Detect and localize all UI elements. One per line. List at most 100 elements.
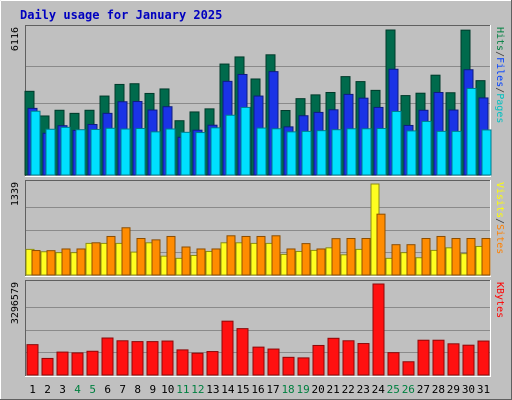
x-tick-label: 28 [432,383,445,396]
x-tick-label: 26 [402,383,415,396]
bar-kbytes-25 [387,352,400,376]
x-tick-label: 10 [161,383,174,396]
bar-pages-19 [301,130,312,176]
x-tick-label: 27 [417,383,430,396]
x-tick-label: 14 [221,383,235,396]
bar-sites-5 [91,242,101,276]
bar-pages-4 [75,129,86,176]
bar-kbytes-20 [312,344,325,376]
bar-sites-22 [346,238,356,276]
x-tick-label: 23 [357,383,370,396]
bar-kbytes-8 [131,341,144,376]
bar-pages-13 [210,127,221,176]
legend-entry: Sites [494,224,505,254]
x-tick-label: 16 [251,383,264,396]
bar-kbytes-14 [221,320,234,376]
bar-pages-17 [271,128,282,176]
bar-sites-30 [466,238,476,276]
bar-pages-28 [436,130,447,176]
x-tick-label: 2 [44,383,51,396]
bar-pages-8 [135,128,146,176]
bar-kbytes-19 [297,357,310,376]
x-tick-label: 18 [281,383,294,396]
bar-sites-29 [451,238,461,276]
legend-entry: / [494,51,505,57]
bar-pages-14 [225,114,236,176]
x-tick-label: 20 [312,383,325,396]
legend-entry: Hits [494,27,505,51]
chart-title: Daily usage for January 2025 [20,8,222,22]
bar-sites-10 [166,235,176,276]
series-pages [30,87,492,176]
x-tick-label: 1 [29,383,36,396]
x-tick-label: 5 [89,383,96,396]
bar-sites-25 [391,244,401,276]
bar-kbytes-18 [282,356,295,376]
bar-pages-21 [331,129,342,176]
x-tick-label: 3 [59,383,66,396]
bar-kbytes-6 [101,337,114,376]
x-tick-label: 12 [191,383,204,396]
bar-pages-25 [391,110,402,176]
x-tick-label: 13 [206,383,219,396]
bar-kbytes-3 [56,351,69,376]
bar-sites-13 [211,248,221,276]
bar-pages-24 [376,128,387,176]
bar-kbytes-5 [86,350,99,376]
x-tick-label: 21 [327,383,340,396]
bar-kbytes-31 [477,340,490,376]
x-tick-label: 22 [342,383,355,396]
x-tick-label: 19 [296,383,309,396]
bar-kbytes-4 [71,352,84,376]
bar-pages-18 [286,131,297,176]
bar-pages-16 [256,127,267,176]
bar-pages-26 [406,130,417,176]
bar-sites-17 [271,235,281,276]
x-tick-label: 4 [74,383,81,396]
bar-sites-15 [241,235,251,276]
bar-sites-23 [361,238,371,276]
bar-sites-2 [46,250,56,276]
bar-kbytes-24 [372,283,385,376]
bar-sites-24 [376,213,386,276]
bar-pages-31 [481,129,492,176]
bar-sites-31 [481,238,491,276]
x-tick-label: 25 [387,383,400,396]
bar-pages-29 [451,130,462,176]
bar-sites-26 [406,244,416,276]
legend-entry: Pages [494,93,505,123]
bar-sites-12 [196,248,206,276]
x-tick-label: 31 [477,383,490,396]
bar-kbytes-29 [447,343,460,376]
bar-pages-20 [316,130,327,176]
bar-kbytes-10 [161,340,174,376]
bar-sites-18 [286,248,296,276]
bar-kbytes-22 [342,340,355,376]
bar-kbytes-26 [402,361,415,376]
bar-kbytes-12 [191,352,204,376]
legend-hits: Hits/Files/Pages [494,27,505,123]
legend-entry: Visits [494,182,505,218]
bar-kbytes-13 [206,351,219,376]
x-tick-label: 24 [372,383,386,396]
bar-kbytes-2 [41,357,54,376]
legend-entry: KBytes [494,282,505,318]
bar-sites-9 [151,239,161,276]
bar-kbytes-21 [327,337,340,376]
bar-kbytes-1 [26,344,39,376]
y-max-label-visits: 1339 [10,182,21,206]
bar-kbytes-27 [417,339,430,376]
bar-sites-1 [31,250,41,276]
bar-sites-4 [76,248,86,276]
bar-pages-3 [60,126,71,176]
bar-pages-5 [90,128,101,176]
bar-pages-30 [466,87,477,176]
x-tick-label: 9 [149,383,156,396]
bar-pages-7 [120,128,131,176]
bar-sites-21 [331,238,341,276]
bar-kbytes-16 [252,346,265,376]
x-tick-label: 29 [447,383,460,396]
bar-pages-11 [180,131,191,176]
